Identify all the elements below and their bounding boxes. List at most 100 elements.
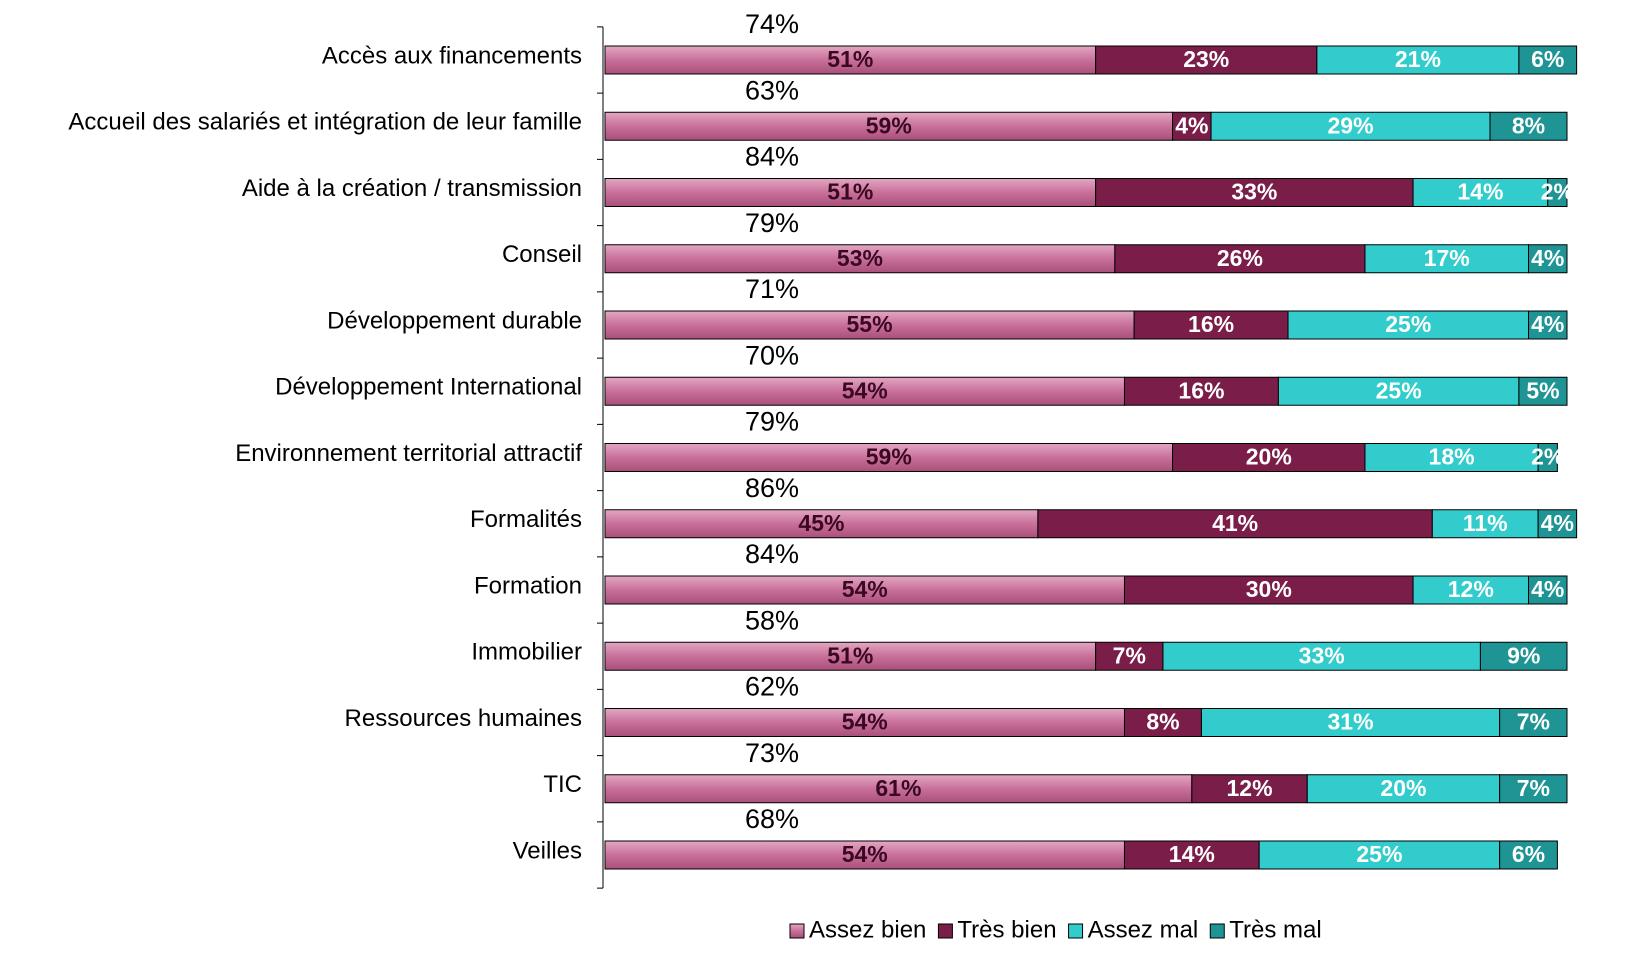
total-label: 74% <box>745 9 799 39</box>
category-label: Veilles <box>513 837 582 864</box>
category-label: TIC <box>543 771 582 798</box>
bar-segment <box>1528 310 1568 340</box>
data-label: 7% <box>1517 775 1550 801</box>
data-label: 12% <box>1448 576 1494 602</box>
bar-segment <box>604 310 1135 340</box>
legend-label: Très bien <box>957 916 1056 943</box>
data-label: 41% <box>1212 510 1258 536</box>
data-label: 26% <box>1217 245 1263 271</box>
data-label: 18% <box>1429 444 1475 470</box>
data-label: 54% <box>842 377 888 403</box>
legend-swatch <box>789 923 805 939</box>
category-label: Environnement territorial attractif <box>235 440 582 467</box>
bar-segment <box>1537 443 1558 472</box>
data-label: 4% <box>1531 245 1564 271</box>
total-label: 63% <box>745 75 799 105</box>
data-label: 51% <box>827 46 873 72</box>
bar-segment <box>604 443 1174 472</box>
total-label: 62% <box>745 672 799 702</box>
bar-segment <box>1133 310 1289 340</box>
data-label: 25% <box>1376 377 1422 403</box>
bar-segment <box>1306 774 1501 804</box>
bar-segment <box>604 509 1039 539</box>
data-label: 17% <box>1424 245 1470 271</box>
data-label: 54% <box>842 709 888 735</box>
bar-segment <box>1499 708 1568 737</box>
data-label: 7% <box>1113 642 1146 668</box>
data-label: 29% <box>1328 112 1374 138</box>
total-label: 79% <box>745 407 799 437</box>
data-label: 16% <box>1178 377 1224 403</box>
bar-segment <box>1499 774 1568 804</box>
bar-segment <box>1172 443 1366 472</box>
category-label: Développement International <box>275 374 582 401</box>
data-label: 2% <box>1541 179 1574 205</box>
bar-segment <box>1123 840 1260 870</box>
bar-segment <box>1191 774 1308 804</box>
bar-segment <box>1364 443 1539 472</box>
data-label: 7% <box>1517 709 1550 735</box>
bar-segment <box>1528 244 1568 274</box>
category-label: Aide à la création / transmission <box>242 175 582 202</box>
data-label: 54% <box>842 841 888 867</box>
data-label: 6% <box>1512 841 1545 867</box>
data-label: 11% <box>1463 510 1508 536</box>
bar-segment <box>1162 641 1481 671</box>
bar-segment <box>1123 575 1414 605</box>
category-label: Formation <box>474 572 582 599</box>
bar-segment <box>1489 111 1568 141</box>
data-label: 23% <box>1183 46 1229 72</box>
total-label: 79% <box>745 208 799 238</box>
bar-segment <box>1037 509 1433 539</box>
data-label: 6% <box>1531 46 1564 72</box>
data-label: 25% <box>1356 841 1402 867</box>
total-label: 70% <box>745 340 799 370</box>
data-label: 8% <box>1146 709 1179 735</box>
data-label: 4% <box>1175 112 1208 138</box>
bar-segment <box>1172 111 1212 141</box>
bar-segment <box>1123 708 1202 737</box>
data-label: 25% <box>1385 311 1431 337</box>
data-label: 8% <box>1512 112 1545 138</box>
bar-segment <box>1277 376 1520 406</box>
bar-segment <box>604 111 1174 141</box>
data-label: 30% <box>1246 576 1292 602</box>
bar-segment <box>604 45 1097 75</box>
category-label: Accueil des salariés et intégration de l… <box>68 109 582 136</box>
category-label: Accès aux financements <box>322 42 582 69</box>
data-label: 20% <box>1380 775 1426 801</box>
data-label: 20% <box>1246 444 1292 470</box>
data-label: 4% <box>1531 311 1564 337</box>
data-label: 59% <box>866 444 912 470</box>
data-label: 51% <box>827 179 873 205</box>
data-label: 31% <box>1328 709 1374 735</box>
bar-segment <box>1547 178 1568 207</box>
data-label: 14% <box>1169 841 1215 867</box>
bar-segment <box>1479 641 1568 671</box>
legend-swatch <box>1068 923 1084 939</box>
bar-segment <box>1210 111 1491 141</box>
data-label: 59% <box>866 112 912 138</box>
data-label: 4% <box>1541 510 1574 536</box>
bar-segment <box>1537 509 1578 539</box>
total-label: 58% <box>745 605 799 635</box>
bar-segment <box>1518 45 1578 75</box>
bar-segment <box>1287 310 1530 340</box>
total-label: 84% <box>745 142 799 172</box>
data-label: 16% <box>1188 311 1234 337</box>
category-label: Conseil <box>502 241 582 268</box>
data-label: 2% <box>1531 444 1564 470</box>
data-label: 4% <box>1531 576 1564 602</box>
category-label: Ressources humaines <box>345 705 582 732</box>
bar-segment <box>604 575 1125 605</box>
data-label: 5% <box>1526 377 1559 403</box>
legend-swatch <box>1209 923 1225 939</box>
data-label: 51% <box>827 642 873 668</box>
legend-swatch <box>937 923 953 939</box>
bar-segment <box>1412 178 1549 207</box>
bar-segment <box>1528 575 1568 605</box>
data-label: 54% <box>842 576 888 602</box>
bar-segment <box>1499 840 1558 870</box>
bar-segment <box>1123 376 1279 406</box>
